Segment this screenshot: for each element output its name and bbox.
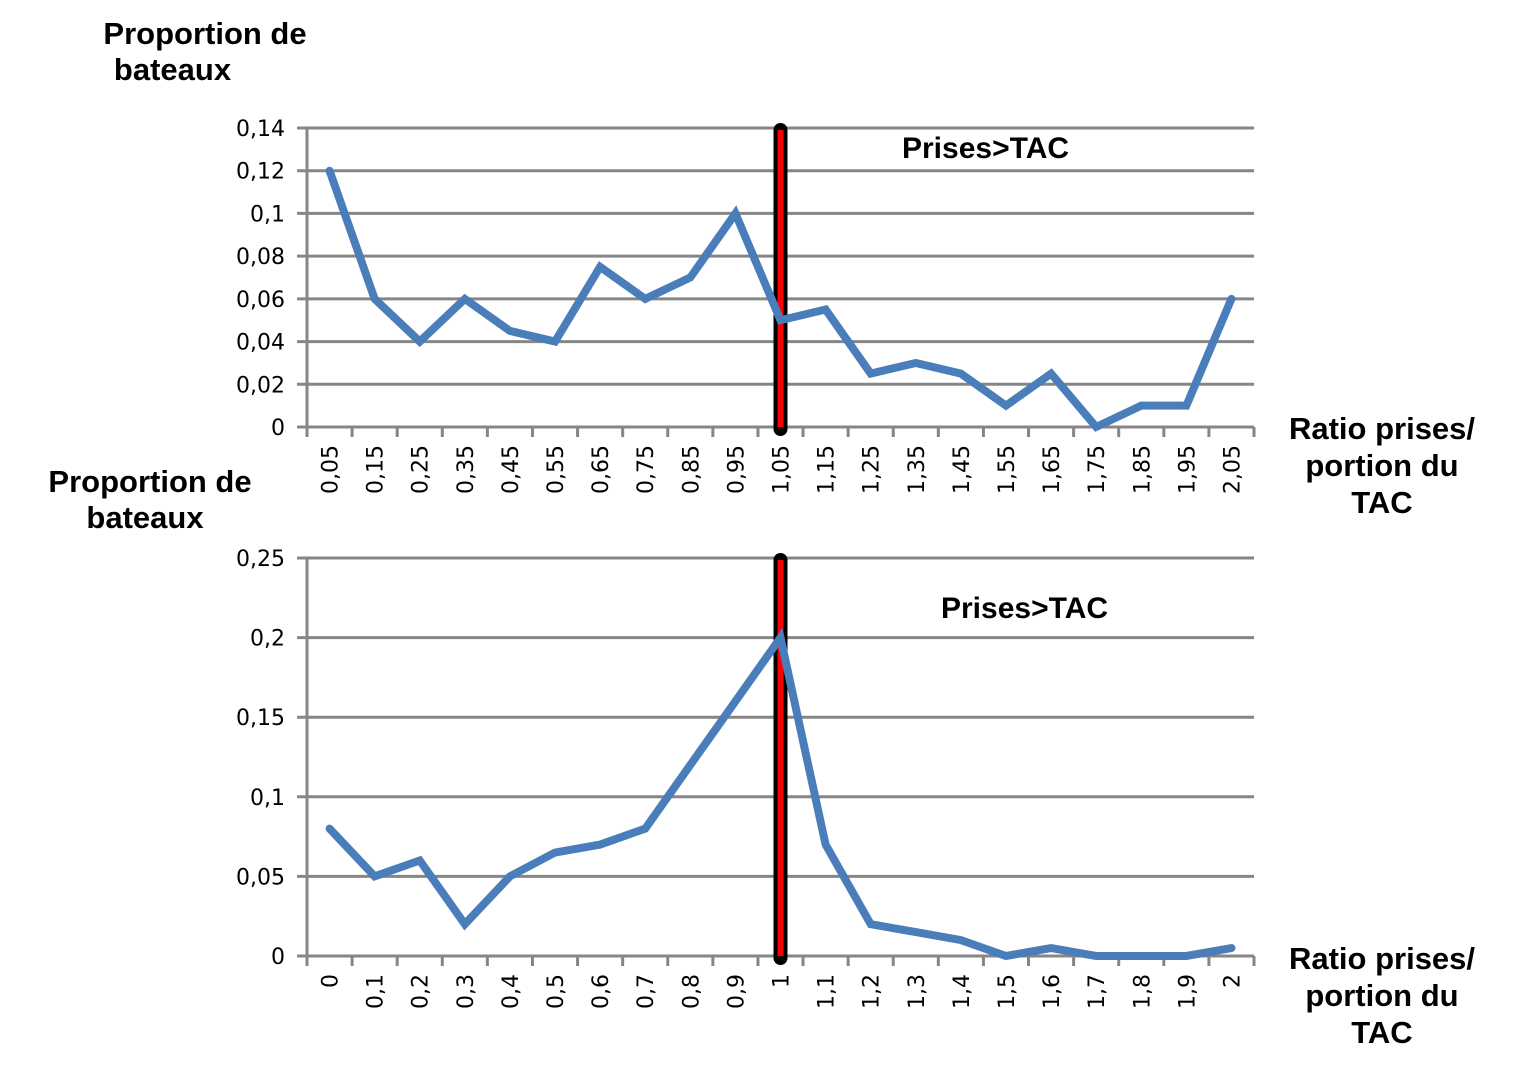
bottom-x-tick-label: 0 [319, 974, 344, 988]
top-plot-area: 0 0,02 0,04 0,06 0,08 0,1 0,12 0,14 0,05 0,15 0,25… [236, 117, 1256, 494]
bottom-x-tick-label: 1 [770, 974, 795, 988]
top-y-axis-title-line2: bateaux [113, 52, 232, 87]
bottom-x-tick-label: 1,3 [905, 974, 930, 1009]
bottom-y-tick-label: 0,1 [250, 786, 285, 811]
bottom-y-tick-label: 0,05 [236, 865, 285, 890]
bottom-x-tick-label: 1,5 [995, 974, 1020, 1009]
top-y-tick-label: 0,06 [236, 288, 285, 313]
bottom-x-tick-label: 2 [1220, 974, 1245, 988]
top-annotation: Prises>TAC [902, 132, 1070, 165]
top-y-tick-label: 0,12 [236, 160, 285, 185]
top-y-tick-label: 0,1 [250, 202, 285, 227]
bottom-x-tick-label: 0,4 [499, 974, 524, 1009]
bottom-y-tick-label: 0 [271, 945, 285, 970]
bottom-x-tick-label: 0,3 [454, 974, 479, 1009]
bottom-x-axis-title-line2: portion du [1305, 978, 1459, 1013]
bottom-x-tick-label: 1,1 [815, 974, 840, 1009]
top-x-tick-label: 0,95 [724, 445, 749, 494]
bottom-series-line [325, 627, 1236, 961]
top-x-tick-label: 1,65 [1040, 445, 1065, 494]
bottom-y-axis-title-line1: Proportion de [48, 464, 252, 499]
top-x-tick-label: 0,75 [634, 445, 659, 494]
bottom-x-tick-label: 1,4 [950, 974, 975, 1009]
top-x-tick-label: 1,45 [950, 445, 975, 494]
top-x-tick-label: 1,35 [905, 445, 930, 494]
bottom-x-tick-label: 0,1 [364, 974, 389, 1009]
top-x-tick-label: 0,05 [319, 445, 344, 494]
top-x-tick-label: 1,95 [1175, 445, 1200, 494]
bottom-annotation: Prises>TAC [941, 592, 1109, 625]
top-x-axis-title-line1: Ratio prises/ [1288, 411, 1476, 446]
top-x-tick-label: 1,55 [995, 445, 1020, 494]
top-y-tick-label: 0,04 [236, 331, 285, 356]
top-x-tick-label: 1,85 [1130, 445, 1155, 494]
top-y-tick-label: 0 [271, 416, 285, 441]
bottom-y-tick-label: 0,25 [236, 547, 285, 572]
bottom-x-tick-label: 1,6 [1040, 974, 1065, 1009]
top-y-tick-label: 0,02 [236, 373, 285, 398]
top-x-tick-label: 2,05 [1220, 445, 1245, 494]
bottom-x-tick-label: 1,9 [1175, 974, 1200, 1009]
top-series-line [325, 166, 1236, 432]
top-x-tick-label: 1,75 [1085, 445, 1110, 494]
bottom-x-tick-label: 0,6 [589, 974, 614, 1009]
top-y-axis-title-line1: Proportion de [103, 16, 307, 51]
bottom-x-tick-label: 1,8 [1130, 974, 1155, 1009]
top-x-axis-title: Ratio prises/ portion du TAC [1262, 410, 1502, 521]
bottom-x-tick-label: 0,7 [634, 974, 659, 1009]
bottom-x-axis-title: Ratio prises/ portion du TAC [1262, 940, 1502, 1051]
top-x-tick-label: 1,25 [860, 445, 885, 494]
top-y-tick-label: 0,14 [236, 117, 285, 142]
top-y-tick-label: 0,08 [236, 245, 285, 270]
bottom-y-tick-label: 0,2 [250, 627, 285, 652]
top-x-tick-label: 1,05 [770, 445, 795, 494]
bottom-x-tick-label: 1,2 [860, 974, 885, 1009]
top-x-tick-label: 0,35 [454, 445, 479, 494]
bottom-x-tick-label: 0,5 [544, 974, 569, 1009]
top-x-tick-label: 0,85 [679, 445, 704, 494]
bottom-x-tick-label: 0,2 [409, 974, 434, 1009]
top-x-axis-title-line2: portion du [1305, 448, 1459, 483]
bottom-plot-area: 0 0,05 0,1 0,15 0,2 0,25 0 0,1 0,2 0,3 0,4 0,5 0,6 0,… [236, 547, 1256, 1009]
top-x-axis-title-line3: TAC [1351, 485, 1413, 520]
bottom-y-tick-label: 0,15 [236, 706, 285, 731]
top-x-tick-label: 0,15 [364, 445, 389, 494]
top-x-tick-label: 0,55 [544, 445, 569, 494]
top-x-tick-label: 0,45 [499, 445, 524, 494]
bottom-x-tick-label: 0,9 [724, 974, 749, 1009]
top-x-tick-label: 1,15 [815, 445, 840, 494]
top-x-tick-label: 0,25 [409, 445, 434, 494]
bottom-x-axis-title-line3: TAC [1351, 1015, 1413, 1050]
bottom-x-tick-label: 0,8 [679, 974, 704, 1009]
bottom-y-axis-title: Proportion de bateaux [15, 464, 285, 536]
top-y-axis-title: Proportion de bateaux [70, 16, 340, 88]
top-x-tick-label: 0,65 [589, 445, 614, 494]
bottom-y-axis-title-line2: bateaux [86, 500, 204, 535]
bottom-x-tick-label: 1,7 [1085, 974, 1110, 1009]
bottom-x-axis-title-line1: Ratio prises/ [1288, 941, 1476, 976]
